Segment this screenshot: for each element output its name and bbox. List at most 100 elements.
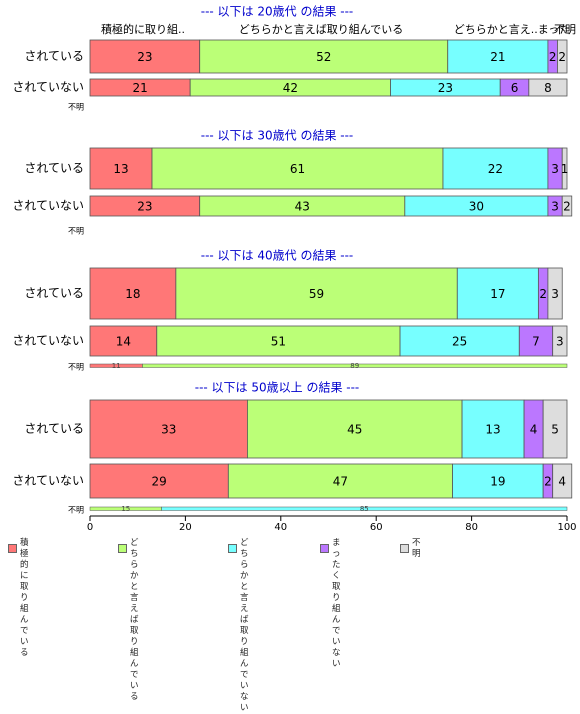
bar-segment <box>89 463 229 499</box>
data-label: 17 <box>490 287 505 301</box>
unknown-data-label: 15 <box>121 505 130 513</box>
unknown-row-label: 不明 <box>68 227 84 236</box>
row-label: されている <box>24 161 84 175</box>
legend-label: どちらかと言えば 取り組んでいる <box>130 538 139 702</box>
x-tick-label: 20 <box>179 522 192 533</box>
unknown-row-label: 不明 <box>68 363 84 372</box>
bar-segment <box>552 463 573 499</box>
row-label: されている <box>24 422 84 436</box>
row-label: されていない <box>12 80 84 94</box>
bar-segment <box>227 463 453 499</box>
data-label: 2 <box>544 475 552 489</box>
data-label: 2 <box>549 50 557 64</box>
data-label: 4 <box>530 423 538 437</box>
data-label: 19 <box>490 475 505 489</box>
data-label: 2 <box>558 50 566 64</box>
legend-label: 不明 <box>412 538 421 559</box>
data-label: 21 <box>490 50 505 64</box>
panel-title: --- 以下は 30歳代 の結果 --- <box>201 129 354 143</box>
bar-segment <box>561 195 573 217</box>
data-label: 3 <box>551 162 559 176</box>
panel-title: --- 以下は 20歳代 の結果 --- <box>201 5 354 19</box>
unknown-data-label: 11 <box>112 362 121 370</box>
bar-segment <box>199 39 449 74</box>
chart-legend: 積極的に 取り組んでいる どちらかと言えば 取り組んでいる どちらかと言えば 取り組… <box>8 538 568 713</box>
bar-segment <box>89 147 153 190</box>
data-label: 3 <box>551 287 559 301</box>
unknown-data-label: 89 <box>350 362 359 370</box>
data-label: 43 <box>295 200 310 214</box>
data-label: 8 <box>544 81 552 95</box>
data-label: 61 <box>290 162 305 176</box>
x-tick-label: 0 <box>87 522 93 533</box>
bar-segment <box>557 39 568 74</box>
data-label: 47 <box>333 475 348 489</box>
x-tick-label: 40 <box>274 522 287 533</box>
x-tick-label: 80 <box>465 522 478 533</box>
data-label: 42 <box>283 81 298 95</box>
legend-label: どちらかと言えば 取り組んでいない <box>240 538 249 713</box>
bar-segment <box>542 399 568 459</box>
bar-segment <box>447 39 549 74</box>
bar-segment <box>552 325 568 357</box>
bar-segment <box>175 267 458 320</box>
column-header: どちらかと言えば取り組んでいる <box>239 23 403 36</box>
data-label: 33 <box>161 423 176 437</box>
data-label: 59 <box>309 287 324 301</box>
bar-segment <box>89 325 158 357</box>
data-label: 18 <box>125 287 140 301</box>
data-label: 7 <box>532 335 540 349</box>
legend-swatch <box>400 544 409 553</box>
legend-swatch <box>228 544 237 553</box>
bar-segment <box>151 147 444 190</box>
bar-segment <box>547 267 563 320</box>
data-label: 23 <box>137 200 152 214</box>
data-label: 45 <box>347 423 362 437</box>
bar-segment <box>528 78 568 97</box>
data-label: 29 <box>152 475 167 489</box>
row-label: されていない <box>12 199 84 213</box>
data-label: 6 <box>511 81 519 95</box>
column-header: 不明 <box>554 23 576 36</box>
row-label: されている <box>24 49 84 63</box>
panel-title: --- 以下は 40歳代 の結果 --- <box>201 249 354 263</box>
legend-swatch <box>8 544 17 553</box>
bar-segment <box>442 147 549 190</box>
data-label: 51 <box>271 335 286 349</box>
unknown-row-label: 不明 <box>68 103 84 112</box>
bar-segment <box>456 267 539 320</box>
data-label: 30 <box>469 200 484 214</box>
data-label: 23 <box>137 50 152 64</box>
legend-swatch <box>118 544 127 553</box>
column-header: どちらかと言え..まった <box>454 23 571 36</box>
row-label: されていない <box>12 334 84 348</box>
column-header: 積極的に取り組.. <box>101 22 185 36</box>
row-label: されていない <box>12 474 84 488</box>
data-label: 2 <box>563 200 571 214</box>
data-label: 4 <box>558 475 566 489</box>
x-tick-label: 60 <box>370 522 383 533</box>
data-label: 21 <box>132 81 147 95</box>
legend-label: まったく 取り組んでいない <box>332 538 341 669</box>
data-label: 3 <box>551 200 559 214</box>
data-label: 5 <box>551 423 559 437</box>
unknown-data-label: 85 <box>360 505 369 513</box>
bar-segment <box>561 147 568 190</box>
panel-title: --- 以下は 50歳以上 の結果 --- <box>195 381 360 395</box>
bar-segment <box>452 463 544 499</box>
data-label: 13 <box>113 162 128 176</box>
data-label: 1 <box>561 162 569 176</box>
data-label: 13 <box>485 423 500 437</box>
data-label: 25 <box>452 335 467 349</box>
data-label: 23 <box>438 81 453 95</box>
unknown-bar-segment <box>161 506 568 511</box>
data-label: 14 <box>116 335 131 349</box>
unknown-row-label: 不明 <box>68 506 84 515</box>
data-label: 52 <box>316 50 331 64</box>
bar-segment <box>89 399 248 459</box>
legend-swatch <box>320 544 329 553</box>
data-label: 3 <box>556 335 564 349</box>
x-tick-label: 100 <box>557 522 576 533</box>
legend-label: 積極的に 取り組んでいる <box>20 538 29 658</box>
